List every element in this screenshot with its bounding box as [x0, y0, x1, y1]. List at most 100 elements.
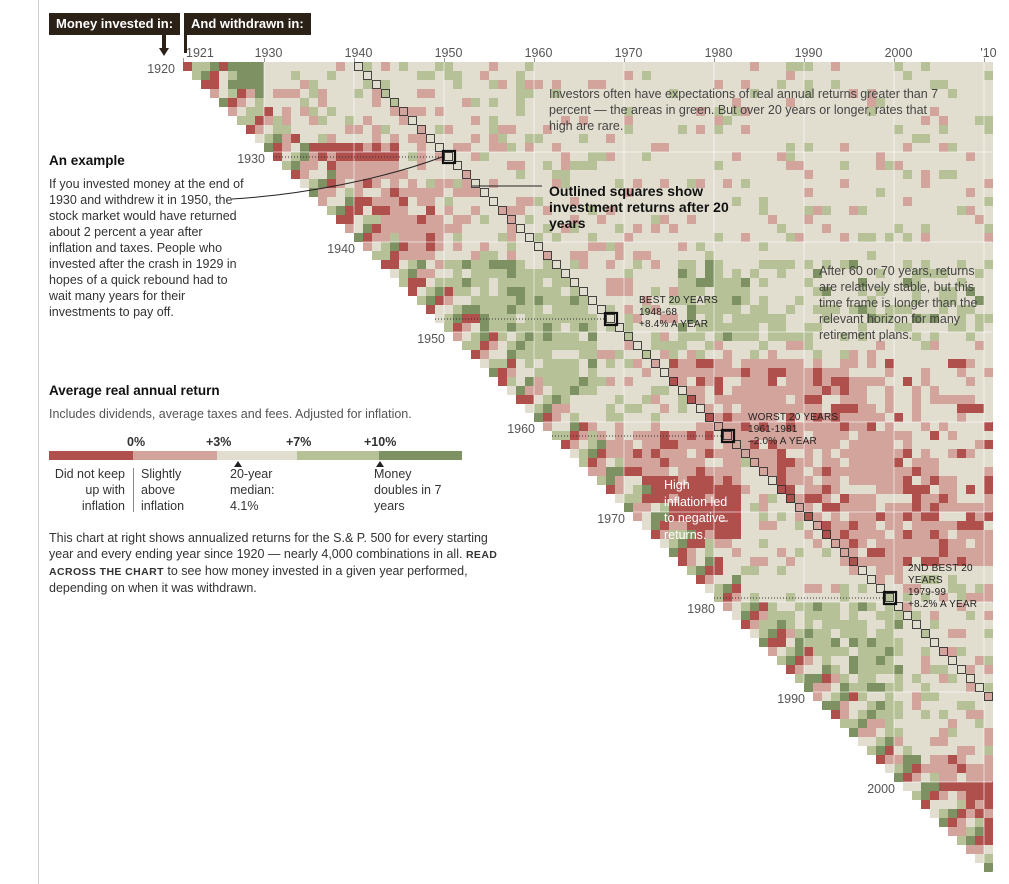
heatmap-cell — [507, 80, 516, 89]
heatmap-cell — [615, 413, 624, 422]
heatmap-cell — [678, 260, 687, 269]
heatmap-cell — [624, 314, 633, 323]
heatmap-cell — [453, 125, 462, 134]
heatmap-cell — [714, 125, 723, 134]
heatmap-cell — [741, 539, 750, 548]
heatmap-cell — [651, 233, 660, 242]
heatmap-cell — [813, 314, 822, 323]
heatmap-cell — [984, 845, 993, 854]
heatmap-cell — [372, 197, 381, 206]
heatmap-cell — [957, 818, 966, 827]
heatmap-cell — [660, 314, 669, 323]
heatmap-cell — [822, 557, 831, 566]
heatmap-cell — [786, 656, 795, 665]
heatmap-cell — [795, 458, 804, 467]
heatmap-cell — [687, 440, 696, 449]
heatmap-cell — [912, 710, 921, 719]
heatmap-cell — [948, 143, 957, 152]
heatmap-cell — [894, 611, 903, 620]
heatmap-cell — [435, 179, 444, 188]
heatmap-cell — [606, 368, 615, 377]
heatmap-cell — [894, 485, 903, 494]
heatmap-cell — [876, 593, 885, 602]
heatmap-cell — [921, 512, 930, 521]
heatmap-cell — [462, 278, 471, 287]
heatmap-cell — [579, 242, 588, 251]
heatmap-cell — [984, 809, 993, 818]
heatmap-cell — [741, 377, 750, 386]
heatmap-cell — [876, 134, 885, 143]
heatmap-cell — [390, 233, 399, 242]
heatmap-cell — [696, 287, 705, 296]
heatmap-cell — [903, 602, 912, 611]
heatmap-cell — [975, 539, 984, 548]
heatmap-cell — [642, 431, 651, 440]
heatmap-cell — [408, 206, 417, 215]
heatmap-cell — [300, 125, 309, 134]
heatmap-cell — [408, 260, 417, 269]
heatmap-cell — [777, 287, 786, 296]
heatmap-cell — [957, 701, 966, 710]
heatmap-cell — [606, 251, 615, 260]
heatmap-cell — [876, 467, 885, 476]
heatmap-cell — [984, 278, 993, 287]
heatmap-cell — [516, 62, 525, 71]
heatmap-cell — [606, 206, 615, 215]
heatmap-cell — [525, 242, 534, 251]
heatmap-cell — [327, 197, 336, 206]
heatmap-cell — [507, 224, 516, 233]
heatmap-cell — [264, 62, 273, 71]
heatmap-cell — [795, 422, 804, 431]
heatmap-cell — [426, 152, 435, 161]
heatmap-cell — [561, 431, 570, 440]
heatmap-cell — [660, 71, 669, 80]
heatmap-cell — [696, 170, 705, 179]
heatmap-cell — [732, 206, 741, 215]
heatmap-cell — [939, 431, 948, 440]
heatmap-cell — [975, 710, 984, 719]
heatmap-cell — [687, 503, 696, 512]
heatmap-cell — [561, 404, 570, 413]
heatmap-cell — [525, 89, 534, 98]
heatmap-cell — [957, 800, 966, 809]
heatmap-cell — [777, 242, 786, 251]
heatmap-cell — [804, 296, 813, 305]
heatmap-cell — [804, 341, 813, 350]
heatmap-cell — [615, 224, 624, 233]
heatmap-cell — [894, 575, 903, 584]
heatmap-cell — [948, 557, 957, 566]
heatmap-cell — [723, 431, 732, 440]
heatmap-cell — [894, 647, 903, 656]
heatmap-cell — [804, 431, 813, 440]
heatmap-cell — [399, 98, 408, 107]
heatmap-cell — [894, 620, 903, 629]
heatmap-cell — [624, 449, 633, 458]
heatmap-cell — [786, 413, 795, 422]
heatmap-cell — [849, 458, 858, 467]
heatmap-cell — [804, 224, 813, 233]
heatmap-cell — [426, 188, 435, 197]
heatmap-cell — [345, 188, 354, 197]
heatmap-cell — [831, 665, 840, 674]
heatmap-cell — [885, 296, 894, 305]
heatmap-cell — [309, 179, 318, 188]
heatmap-cell — [552, 206, 561, 215]
heatmap-cell — [840, 485, 849, 494]
heatmap-cell — [660, 278, 669, 287]
heatmap-cell — [462, 134, 471, 143]
heatmap-cell — [885, 179, 894, 188]
heatmap-cell — [750, 242, 759, 251]
heatmap-cell — [264, 89, 273, 98]
heatmap-cell — [750, 395, 759, 404]
heatmap-cell — [966, 512, 975, 521]
heatmap-cell — [633, 359, 642, 368]
heatmap-cell — [849, 98, 858, 107]
heatmap-cell — [669, 116, 678, 125]
heatmap-cell — [471, 215, 480, 224]
heatmap-cell — [975, 404, 984, 413]
heatmap-cell — [804, 143, 813, 152]
heatmap-cell — [408, 278, 417, 287]
heatmap-cell — [462, 143, 471, 152]
heatmap-cell — [723, 143, 732, 152]
heatmap-cell — [651, 242, 660, 251]
